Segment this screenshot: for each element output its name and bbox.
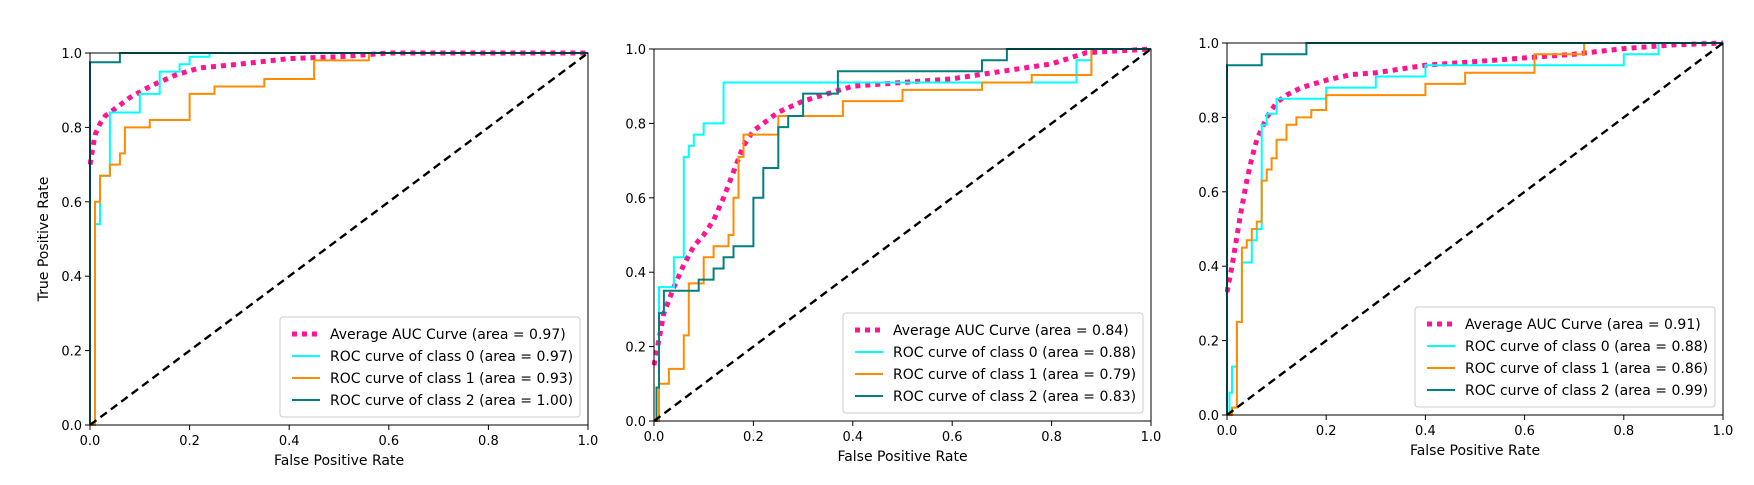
x-tick-label: 0.4: [279, 434, 300, 449]
plot-frame: [1226, 42, 1724, 416]
x-tick-label: 0.8: [1041, 430, 1062, 445]
y-tick-label: 0.6: [61, 196, 82, 211]
y-tick-label: 0.2: [1198, 335, 1219, 350]
x-tick-label: 0.0: [80, 434, 101, 449]
roc-panel-3: 0.0 0.2 0.4 0.6 0.8 1.0 0.0 0.2 0.4 0.6 0.8 1.0 Fals…: [1198, 37, 1733, 459]
y-tick-label: 1.0: [1198, 37, 1219, 52]
x-tick-label: 0.2: [743, 430, 764, 445]
y-tick-label: 0.8: [61, 121, 82, 136]
x-tick-label: 1.0: [578, 434, 599, 449]
legend-entry-label: ROC curve of class 0 (area = 0.88): [893, 345, 1136, 361]
x-tick-label: 0.2: [1316, 424, 1337, 439]
legend-box: [1414, 306, 1716, 408]
x-tick-label: 0.6: [942, 430, 963, 445]
y-tick-label: 0.2: [625, 341, 646, 356]
y-tick-label: 1.0: [625, 43, 646, 58]
y-tick-label: 1.0: [61, 47, 82, 62]
legend-entry-label: ROC curve of class 2 (area = 1.00): [330, 393, 573, 409]
x-tick-label: 1.0: [1141, 430, 1162, 445]
x-tick-label: 0.8: [478, 434, 499, 449]
legend-entry-label: ROC curve of class 0 (area = 0.88): [1465, 339, 1708, 355]
x-tick-label: 0.8: [1613, 424, 1634, 439]
y-tick-label: 0.4: [625, 266, 646, 281]
y-tick-label: 0.4: [1198, 260, 1219, 275]
series-line-1: [654, 48, 1151, 422]
x-tick-label: 0.6: [378, 434, 399, 449]
y-tick-label: 0.8: [1198, 111, 1219, 126]
y-tick-label: 0.8: [625, 117, 646, 132]
series-line-0: [652, 46, 1152, 366]
roc-panel-1: 0.0 0.2 0.4 0.6 0.8 1.0 0.0 0.2 0.4 0.6 0.8 1.0 Fals…: [36, 47, 598, 469]
legend: Average AUC Curve (area = 0.91) ROC curve…: [1414, 306, 1716, 408]
series-line-2: [654, 48, 1151, 422]
legend: Average AUC Curve (area = 0.97) ROC curve…: [279, 316, 581, 418]
x-tick-label: 1.0: [1713, 424, 1734, 439]
legend-entry-label: ROC curve of class 1 (area = 0.79): [893, 367, 1136, 383]
legend-box: [279, 316, 581, 418]
x-tick-label: 0.2: [179, 434, 200, 449]
legend-entry-label: ROC curve of class 2 (area = 0.83): [893, 389, 1136, 405]
series-line-2: [90, 52, 588, 426]
plot-frame: [89, 52, 589, 426]
series-line-3: [654, 48, 1151, 422]
y-tick-label: 0.4: [61, 270, 82, 285]
x-tick-label: 0.0: [644, 430, 665, 445]
x-axis-label: False Positive Rate: [837, 449, 967, 465]
legend-entry-label: ROC curve of class 2 (area = 0.99): [1465, 383, 1708, 399]
legend-entry-label: Average AUC Curve (area = 0.84): [893, 323, 1129, 339]
series-line-0: [88, 50, 588, 166]
y-tick-label: 0.2: [61, 345, 82, 360]
y-tick-label: 0.0: [1198, 409, 1219, 424]
series-line-0: [1225, 40, 1724, 293]
roc-panel-2: 0.0 0.2 0.4 0.6 0.8 1.0 0.0 0.2 0.4 0.6 0.8 1.0 Fals…: [625, 43, 1161, 465]
y-tick-label: 0.6: [1198, 186, 1219, 201]
y-axis-label: True Positive Rate: [36, 177, 52, 303]
y-tick-label: 0.6: [625, 192, 646, 207]
x-tick-label: 0.0: [1217, 424, 1238, 439]
legend-entry-label: Average AUC Curve (area = 0.97): [330, 327, 566, 343]
x-tick-label: 0.4: [1415, 424, 1436, 439]
legend-box: [842, 312, 1144, 414]
x-tick-label: 0.6: [1514, 424, 1535, 439]
series-line-1: [90, 52, 588, 426]
x-axis-label: False Positive Rate: [1410, 443, 1540, 459]
legend-entry-label: Average AUC Curve (area = 0.91): [1465, 317, 1701, 333]
y-tick-label: 0.0: [61, 419, 82, 434]
x-tick-label: 0.4: [842, 430, 863, 445]
series-line-2: [1227, 42, 1723, 416]
x-axis-label: False Positive Rate: [274, 453, 404, 469]
legend: Average AUC Curve (area = 0.84) ROC curve…: [842, 312, 1144, 414]
plot-frame: [653, 48, 1152, 422]
legend-entry-label: ROC curve of class 1 (area = 0.93): [330, 371, 573, 387]
legend-entry-label: ROC curve of class 0 (area = 0.97): [330, 349, 573, 365]
legend-entry-label: ROC curve of class 1 (area = 0.86): [1465, 361, 1708, 377]
y-tick-label: 0.0: [625, 415, 646, 430]
